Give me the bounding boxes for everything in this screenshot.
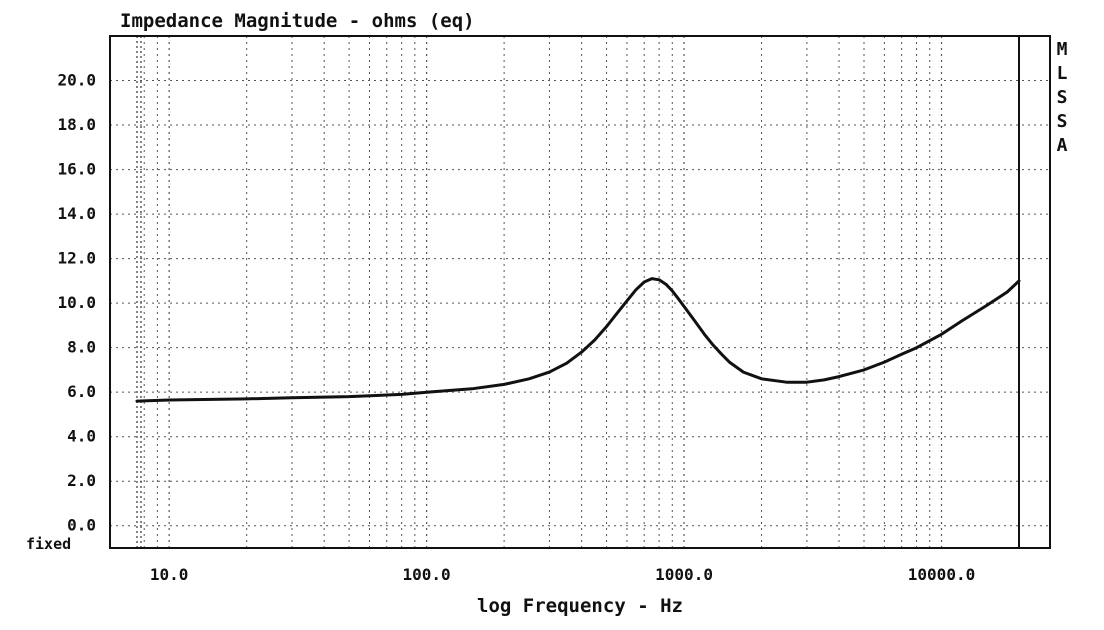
x-tick-label: 100.0 xyxy=(403,565,451,584)
tick-labels: 0.0 2.0 4.0 6.0 8.0 10.0 12.0 14.0 16.0 18.0 20.0 1… xyxy=(57,71,975,584)
y-tick-label: 10.0 xyxy=(57,293,96,312)
side-label: M L S S A xyxy=(1057,39,1068,156)
x-axis-label: log Frequency - Hz xyxy=(477,595,683,617)
x-tick-label: 1000.0 xyxy=(655,565,713,584)
series-layer xyxy=(135,277,1021,403)
side-label-letter: M xyxy=(1057,39,1068,60)
side-label-letter: L xyxy=(1057,63,1068,84)
bottom-left-label: fixed xyxy=(26,535,71,553)
y-tick-label: 4.0 xyxy=(67,427,96,446)
y-tick-label: 18.0 xyxy=(57,115,96,134)
y-tick-label: 12.0 xyxy=(57,249,96,268)
x-tick-label: 10.0 xyxy=(150,565,189,584)
y-tick-label: 2.0 xyxy=(67,471,96,490)
grid-lines xyxy=(110,36,1050,548)
x-tick-label: 10000.0 xyxy=(908,565,975,584)
y-tick-label: 0.0 xyxy=(67,516,96,535)
series-line-impedance xyxy=(135,277,1021,403)
y-tick-label: 14.0 xyxy=(57,204,96,223)
plot-frame xyxy=(109,35,1051,549)
y-tick-label: 8.0 xyxy=(67,338,96,357)
y-tick-label: 20.0 xyxy=(57,71,96,90)
side-label-letter: S xyxy=(1057,87,1068,108)
side-label-letter: S xyxy=(1057,111,1068,132)
y-tick-label: 16.0 xyxy=(57,160,96,179)
side-label-letter: A xyxy=(1057,135,1068,156)
y-tick-label: 6.0 xyxy=(67,382,96,401)
chart-title: Impedance Magnitude - ohms (eq) xyxy=(120,10,475,32)
